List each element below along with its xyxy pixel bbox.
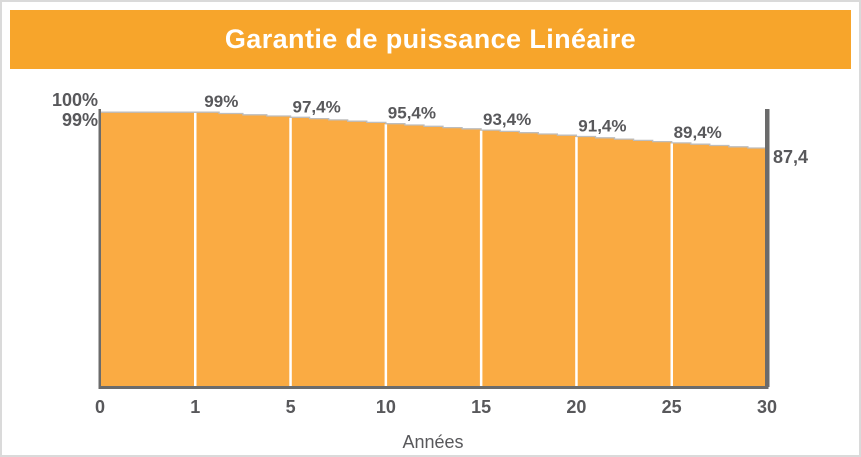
x-tick-label-5: 5 — [286, 397, 296, 417]
separator-line-year-15 — [480, 131, 483, 387]
separator-line-year-5 — [289, 118, 292, 387]
data-label-year-25: 89,4% — [674, 123, 722, 142]
y-axis-line — [99, 109, 102, 387]
chart-title-banner: Garantie de puissance Linéaire — [10, 10, 851, 69]
x-tick-label-15: 15 — [471, 397, 491, 417]
data-label-year-5: 97,4% — [292, 97, 340, 116]
x-tick-label-10: 10 — [376, 397, 396, 417]
x-tick-label-30: 30 — [757, 397, 777, 417]
data-label-year-1: 99% — [204, 92, 238, 111]
separator-line-year-10 — [385, 124, 388, 387]
separator-line-year-20 — [575, 137, 578, 387]
separator-line-year-1 — [194, 113, 197, 387]
separator-line-year-25 — [671, 143, 674, 387]
x-axis-title: Années — [402, 432, 463, 452]
data-label-year-10: 95,4% — [388, 104, 436, 123]
x-tick-label-25: 25 — [662, 397, 682, 417]
warranty-area-chart: 99%97,4%95,4%93,4%91,4%89,4%015101520253… — [2, 2, 861, 457]
x-tick-label-0: 0 — [95, 397, 105, 417]
data-label-year-15: 93,4% — [483, 110, 531, 129]
x-tick-label-20: 20 — [566, 397, 586, 417]
chart-title: Garantie de puissance Linéaire — [225, 24, 636, 55]
end-marker-bar — [765, 109, 770, 387]
x-axis-line — [99, 386, 769, 389]
y-axis-label-100: 100% — [52, 90, 98, 110]
warranty-chart-card: Garantie de puissance Linéaire 99% 97,4% 9… — [0, 0, 861, 457]
warranty-area-fill — [100, 112, 767, 387]
x-tick-label-1: 1 — [190, 397, 200, 417]
data-label-year-20: 91,4% — [578, 117, 626, 136]
end-value-label: 87,4 — [773, 147, 808, 167]
y-axis-label-99: 99% — [62, 110, 98, 130]
